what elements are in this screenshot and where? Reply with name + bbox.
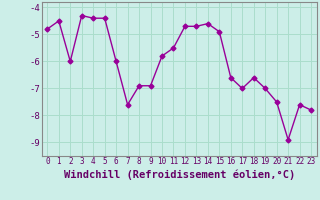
X-axis label: Windchill (Refroidissement éolien,°C): Windchill (Refroidissement éolien,°C)	[64, 169, 295, 180]
